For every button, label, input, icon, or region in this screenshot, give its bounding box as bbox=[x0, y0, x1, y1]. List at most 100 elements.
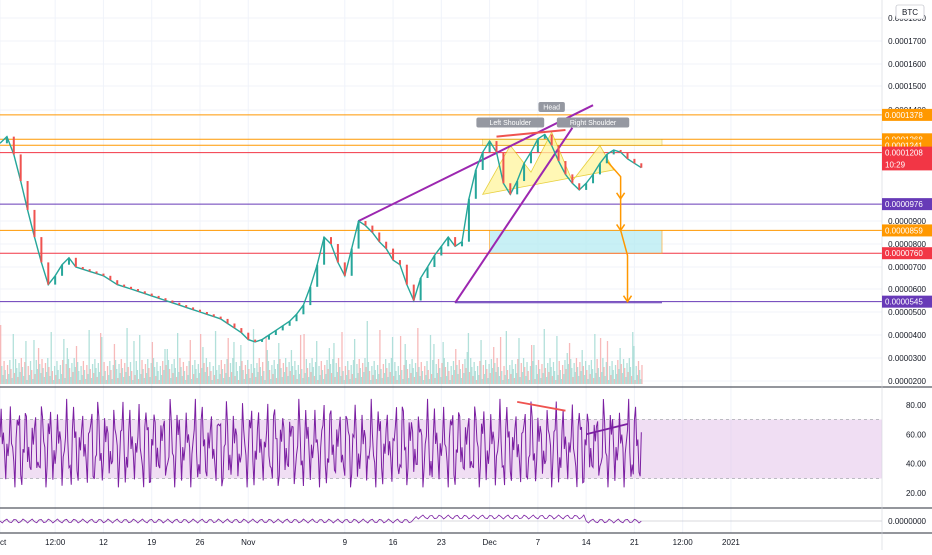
volume-bar bbox=[44, 363, 47, 384]
volume-bar bbox=[588, 365, 590, 384]
x-tick-label: 7 bbox=[536, 538, 541, 547]
candle bbox=[219, 316, 222, 319]
candle bbox=[54, 275, 57, 285]
annotation-label: Head bbox=[543, 105, 560, 112]
annotations: Left Shoulder Head Right Shoulder bbox=[476, 102, 630, 128]
volume-bar bbox=[449, 380, 451, 384]
candle bbox=[536, 138, 539, 153]
price-label-box bbox=[882, 146, 932, 159]
volume-bar bbox=[272, 374, 274, 384]
volume-bar bbox=[602, 358, 604, 384]
volume-bar bbox=[429, 335, 432, 384]
volume-bar bbox=[391, 337, 394, 384]
volume-bar bbox=[499, 337, 502, 384]
volume-bar bbox=[479, 361, 481, 384]
volume-bar bbox=[572, 377, 574, 384]
wedge-upper-line bbox=[358, 104, 594, 222]
volume-bar bbox=[25, 341, 27, 384]
volume-bar bbox=[137, 379, 140, 384]
volume-bar bbox=[635, 366, 637, 384]
volume-bar bbox=[442, 342, 444, 384]
volume-bar bbox=[270, 379, 272, 384]
volume-bar bbox=[180, 367, 182, 384]
volume-bar bbox=[208, 376, 210, 384]
volume-bar bbox=[305, 359, 308, 384]
volume-bar bbox=[579, 362, 581, 384]
volume-bar bbox=[281, 377, 283, 384]
volume-bar bbox=[188, 361, 190, 384]
volume-bar bbox=[639, 370, 641, 384]
x-tick-label: 9 bbox=[343, 538, 348, 547]
volume-bar bbox=[157, 371, 159, 384]
volume-bar bbox=[4, 370, 6, 384]
volume-bar bbox=[318, 366, 320, 384]
volume-bar bbox=[298, 374, 301, 384]
volume-bar bbox=[599, 338, 602, 384]
x-tick-label: 26 bbox=[196, 538, 205, 547]
volume-bar bbox=[187, 375, 189, 384]
symbol-header: BTC bbox=[895, 4, 925, 20]
volume-bar bbox=[70, 377, 72, 384]
candle bbox=[233, 323, 236, 329]
volume-bar bbox=[124, 363, 126, 384]
volume-bar bbox=[111, 379, 113, 384]
volume-bar bbox=[62, 360, 64, 384]
candle bbox=[88, 269, 91, 272]
volume-bar bbox=[264, 380, 266, 384]
volume-bar bbox=[496, 358, 498, 384]
volume-bar bbox=[351, 374, 353, 384]
candle bbox=[343, 262, 346, 276]
volume-bar bbox=[488, 364, 490, 384]
volume-bar bbox=[625, 377, 627, 384]
price-line bbox=[0, 133, 642, 343]
volume-bar bbox=[165, 365, 167, 384]
volume-bar bbox=[147, 359, 149, 384]
volume-bar bbox=[311, 358, 313, 384]
volume-bar bbox=[83, 370, 86, 384]
volume-bar bbox=[424, 366, 426, 384]
volume-bar bbox=[396, 380, 398, 384]
volume-bar bbox=[409, 364, 411, 384]
volume-bar bbox=[476, 366, 479, 384]
volume-bar bbox=[451, 375, 453, 384]
y-tick-label: 0.0001700 bbox=[888, 37, 926, 46]
volume-bar bbox=[17, 377, 19, 384]
volume-bar bbox=[381, 378, 383, 384]
rsi-tick-label: 80.00 bbox=[906, 401, 927, 410]
candle bbox=[116, 280, 119, 285]
volume-bar bbox=[452, 361, 455, 384]
volume-bar bbox=[367, 362, 370, 384]
volume-bar bbox=[6, 365, 9, 384]
y-tick-label: 0.0000700 bbox=[888, 263, 926, 272]
volume-bar bbox=[460, 378, 463, 384]
arrow-head bbox=[616, 192, 626, 201]
candle bbox=[192, 307, 195, 310]
candle bbox=[12, 136, 15, 155]
volume-bar bbox=[139, 335, 141, 384]
volume-bar bbox=[576, 367, 579, 384]
volume-bar bbox=[71, 363, 73, 384]
volume-bar bbox=[528, 380, 530, 384]
volume-bar bbox=[440, 377, 442, 384]
volume-bar bbox=[52, 380, 55, 384]
volume-bar bbox=[106, 366, 109, 384]
volume-bar bbox=[256, 363, 258, 384]
volume-bar bbox=[265, 336, 267, 384]
volume-bar bbox=[619, 348, 621, 384]
volume-bar bbox=[286, 367, 288, 384]
volume-bar bbox=[314, 362, 317, 384]
volume-bar bbox=[605, 362, 607, 384]
candle bbox=[488, 141, 491, 153]
volume-bar bbox=[1, 366, 3, 384]
volume-bar bbox=[240, 345, 242, 384]
volume-bar bbox=[170, 378, 172, 384]
volume-bar bbox=[65, 364, 67, 384]
head-line bbox=[496, 128, 566, 138]
volume-bar bbox=[271, 365, 273, 384]
candle bbox=[392, 248, 395, 261]
volume-bar bbox=[603, 367, 605, 384]
annotation-box bbox=[476, 117, 545, 128]
volume-bar bbox=[607, 380, 610, 384]
